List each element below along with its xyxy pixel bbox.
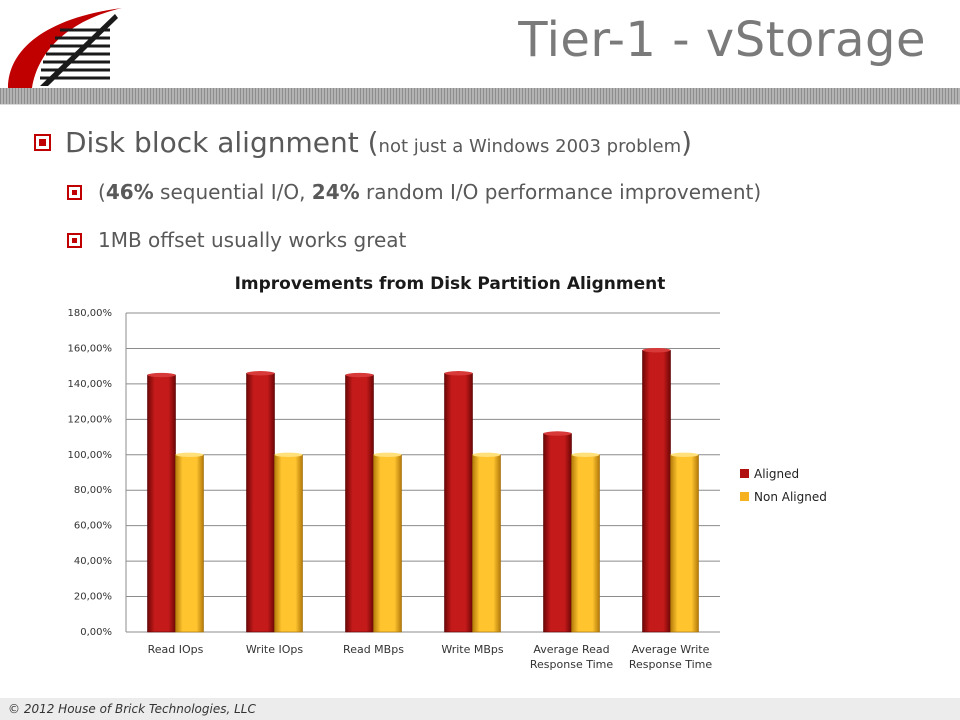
y-tick-label: 120,00% bbox=[68, 414, 113, 425]
y-tick-label: 60,00% bbox=[74, 521, 112, 532]
y-tick-label: 80,00% bbox=[74, 485, 112, 496]
bar-non-aligned bbox=[175, 454, 204, 633]
y-tick-label: 20,00% bbox=[74, 592, 112, 603]
footer: © 2012 House of Brick Technologies, LLC bbox=[0, 698, 960, 720]
bar-cap bbox=[345, 372, 374, 378]
bar-cap bbox=[444, 371, 473, 376]
alignment-bar-chart: Improvements from Disk Partition Alignme… bbox=[68, 274, 827, 671]
y-tick-label: 160,00% bbox=[68, 343, 113, 354]
bar-aligned bbox=[246, 372, 275, 633]
bullet-1-close: ) bbox=[681, 126, 693, 159]
bar-non-aligned bbox=[472, 454, 501, 633]
x-tick-label: Response Time bbox=[629, 658, 712, 671]
house-of-brick-logo bbox=[8, 8, 122, 88]
title-divider-shadow bbox=[0, 104, 960, 105]
bar-aligned bbox=[642, 349, 671, 633]
bullet-2-rand-pct: 24% bbox=[311, 180, 360, 204]
bar-cap bbox=[246, 371, 275, 376]
bar-cap bbox=[571, 452, 600, 457]
x-tick-label: Write IOps bbox=[246, 643, 303, 656]
bar-cap bbox=[274, 452, 303, 457]
x-tick-label: Average Read bbox=[533, 643, 609, 656]
bar-cap bbox=[670, 452, 699, 457]
bullet-2-open: ( bbox=[98, 180, 106, 204]
bullet-2-rand-label: random I/O performance improvement) bbox=[359, 180, 762, 204]
x-tick-label: Response Time bbox=[530, 658, 613, 671]
y-tick-label: 100,00% bbox=[68, 450, 113, 461]
legend-label: Aligned bbox=[754, 467, 799, 481]
bullet-2-text: (46% sequential I/O, 24% random I/O perf… bbox=[98, 180, 761, 204]
bullet-square-icon bbox=[67, 232, 82, 248]
bar-aligned bbox=[147, 374, 176, 633]
bar-cap bbox=[543, 431, 572, 436]
y-tick-label: 140,00% bbox=[68, 379, 113, 390]
legend-label: Non Aligned bbox=[754, 490, 827, 504]
copyright: © 2012 House of Brick Technologies, LLC bbox=[8, 702, 256, 716]
bullet-1-note: not just a Windows 2003 problem bbox=[378, 136, 682, 157]
bar-cap bbox=[147, 372, 176, 378]
bar-non-aligned bbox=[670, 454, 699, 633]
bar-aligned bbox=[543, 433, 572, 633]
bar-cap bbox=[175, 452, 204, 457]
x-tick-label: Read MBps bbox=[343, 643, 404, 656]
bullet-disk-alignment: Disk block alignment (not just a Windows… bbox=[34, 126, 692, 159]
bullet-1-text: Disk block alignment (not just a Windows… bbox=[65, 126, 692, 159]
bar-non-aligned bbox=[274, 454, 303, 633]
bullet-1-lead: Disk block alignment ( bbox=[65, 126, 379, 159]
bar-aligned bbox=[345, 374, 374, 633]
bar-cap bbox=[373, 452, 402, 457]
bar-non-aligned bbox=[571, 454, 600, 633]
bar-non-aligned bbox=[373, 454, 402, 633]
legend-swatch-non-aligned bbox=[740, 492, 749, 501]
bar-aligned bbox=[444, 372, 473, 633]
x-tick-label: Read IOps bbox=[148, 643, 204, 656]
bullet-performance: (46% sequential I/O, 24% random I/O perf… bbox=[67, 180, 761, 204]
legend-swatch-aligned bbox=[740, 469, 749, 478]
y-tick-label: 180,00% bbox=[68, 308, 113, 319]
bullet-square-icon bbox=[67, 184, 82, 200]
bullet-3-text: 1MB offset usually works great bbox=[98, 228, 407, 252]
bullet-square-icon bbox=[34, 134, 51, 151]
bullet-2-seq-label: sequential I/O, bbox=[153, 180, 312, 204]
x-tick-label: Write MBps bbox=[441, 643, 504, 656]
y-tick-label: 0,00% bbox=[80, 627, 112, 638]
slide-title: Tier-1 - vStorage bbox=[518, 12, 926, 68]
bar-cap bbox=[642, 348, 671, 353]
chart-title: Improvements from Disk Partition Alignme… bbox=[235, 274, 666, 294]
bullet-2-seq-pct: 46% bbox=[105, 180, 154, 204]
x-tick-label: Average Write bbox=[632, 643, 710, 656]
bullet-offset: 1MB offset usually works great bbox=[67, 228, 406, 252]
bar-cap bbox=[472, 452, 501, 457]
title-divider bbox=[0, 88, 960, 104]
y-tick-label: 40,00% bbox=[74, 556, 112, 567]
